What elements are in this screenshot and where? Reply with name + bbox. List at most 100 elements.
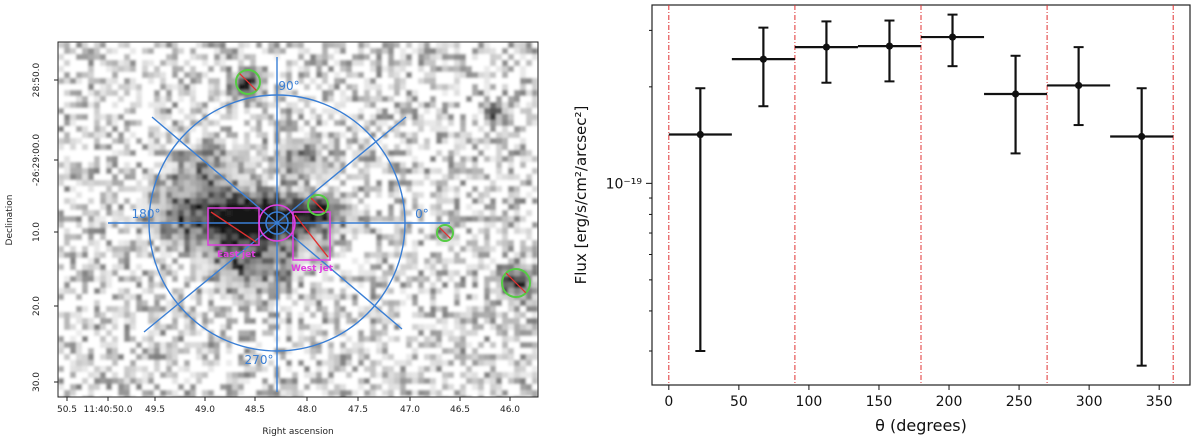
image-pixel bbox=[184, 342, 190, 348]
image-pixel bbox=[406, 282, 412, 288]
image-pixel bbox=[208, 390, 214, 396]
image-pixel bbox=[190, 252, 196, 258]
image-pixel bbox=[286, 222, 292, 228]
image-pixel bbox=[70, 348, 76, 354]
image-pixel bbox=[238, 156, 244, 162]
image-pixel bbox=[502, 102, 508, 108]
image-pixel bbox=[496, 156, 502, 162]
image-pixel bbox=[460, 138, 466, 144]
image-pixel bbox=[304, 348, 310, 354]
image-pixel bbox=[532, 78, 538, 84]
image-pixel bbox=[352, 96, 358, 102]
image-pixel bbox=[160, 144, 166, 150]
image-pixel bbox=[496, 174, 502, 180]
image-pixel bbox=[532, 114, 538, 120]
image-pixel bbox=[316, 330, 322, 336]
image-pixel bbox=[226, 84, 232, 90]
image-pixel bbox=[148, 336, 154, 342]
image-pixel bbox=[400, 252, 406, 258]
image-pixel bbox=[322, 390, 328, 396]
image-pixel bbox=[238, 48, 244, 54]
image-pixel bbox=[268, 318, 274, 324]
image-pixel bbox=[334, 138, 340, 144]
image-pixel bbox=[490, 378, 496, 384]
image-pixel bbox=[268, 282, 274, 288]
image-pixel bbox=[472, 372, 478, 378]
image-pixel bbox=[244, 234, 250, 240]
image-pixel bbox=[502, 228, 508, 234]
image-pixel bbox=[130, 378, 136, 384]
image-pixel bbox=[448, 186, 454, 192]
image-pixel bbox=[418, 228, 424, 234]
image-pixel bbox=[256, 42, 262, 48]
image-pixel bbox=[196, 222, 202, 228]
image-pixel bbox=[214, 96, 220, 102]
image-pixel bbox=[316, 60, 322, 66]
image-pixel bbox=[370, 330, 376, 336]
image-pixel bbox=[520, 342, 526, 348]
image-pixel bbox=[298, 78, 304, 84]
image-pixel bbox=[496, 228, 502, 234]
image-pixel bbox=[292, 108, 298, 114]
image-pixel bbox=[244, 138, 250, 144]
image-pixel bbox=[310, 294, 316, 300]
image-pixel bbox=[94, 78, 100, 84]
image-pixel bbox=[256, 270, 262, 276]
image-pixel bbox=[190, 114, 196, 120]
image-pixel bbox=[190, 162, 196, 168]
image-pixel bbox=[208, 96, 214, 102]
image-pixel bbox=[184, 360, 190, 366]
image-pixel bbox=[526, 102, 532, 108]
image-pixel bbox=[304, 174, 310, 180]
image-pixel bbox=[82, 318, 88, 324]
image-pixel bbox=[322, 60, 328, 66]
image-pixel bbox=[190, 186, 196, 192]
image-pixel bbox=[340, 48, 346, 54]
image-pixel bbox=[184, 72, 190, 78]
image-pixel bbox=[268, 186, 274, 192]
image-pixel bbox=[298, 318, 304, 324]
image-pixel bbox=[346, 276, 352, 282]
image-pixel bbox=[124, 384, 130, 390]
image-pixel bbox=[382, 150, 388, 156]
image-pixel bbox=[520, 144, 526, 150]
image-pixel bbox=[400, 270, 406, 276]
image-pixel bbox=[466, 306, 472, 312]
x-tick-label: 350 bbox=[1146, 394, 1173, 410]
image-pixel bbox=[508, 246, 514, 252]
image-pixel bbox=[532, 330, 538, 336]
image-pixel bbox=[94, 246, 100, 252]
image-pixel bbox=[202, 360, 208, 366]
image-pixel bbox=[286, 186, 292, 192]
image-pixel bbox=[244, 84, 250, 90]
image-pixel bbox=[166, 126, 172, 132]
image-pixel bbox=[226, 378, 232, 384]
image-pixel bbox=[418, 210, 424, 216]
image-pixel bbox=[304, 306, 310, 312]
image-pixel bbox=[238, 144, 244, 150]
image-pixel bbox=[304, 66, 310, 72]
image-pixel bbox=[82, 276, 88, 282]
image-pixel bbox=[454, 258, 460, 264]
image-pixel bbox=[478, 210, 484, 216]
image-pixel bbox=[64, 90, 70, 96]
image-pixel bbox=[268, 222, 274, 228]
image-pixel bbox=[82, 144, 88, 150]
image-pixel bbox=[412, 300, 418, 306]
image-pixel bbox=[430, 192, 436, 198]
image-pixel bbox=[358, 54, 364, 60]
image-pixel bbox=[280, 252, 286, 258]
image-pixel bbox=[460, 312, 466, 318]
image-pixel bbox=[490, 276, 496, 282]
image-pixel bbox=[154, 216, 160, 222]
image-pixel bbox=[328, 42, 334, 48]
image-pixel bbox=[310, 324, 316, 330]
image-pixel bbox=[88, 354, 94, 360]
image-pixel bbox=[466, 192, 472, 198]
image-pixel bbox=[244, 372, 250, 378]
image-pixel bbox=[124, 150, 130, 156]
image-pixel bbox=[418, 204, 424, 210]
image-pixel bbox=[220, 216, 226, 222]
image-pixel bbox=[280, 318, 286, 324]
image-pixel bbox=[514, 300, 520, 306]
